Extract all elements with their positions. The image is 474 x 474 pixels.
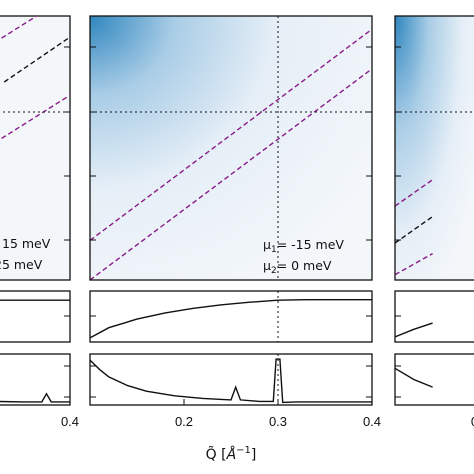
- left-panel-bottom: 0.4: [0, 353, 79, 429]
- left-xtick-label-0: 0.4: [61, 414, 79, 429]
- center-annotation-2: μ2= 0 meV: [263, 258, 332, 276]
- left-top-frame: [0, 15, 71, 281]
- x-axis-title: Q̃ [Å−1]: [206, 445, 257, 463]
- left-dispersion-line-2: [0, 94, 70, 141]
- center-panel-bottom: 0.2 0.3 0.4: [89, 353, 381, 429]
- left-bottom-curve: [0, 392, 70, 403]
- left-panel-middle: [0, 290, 71, 343]
- left-annotation-1: 15 meV: [2, 236, 51, 251]
- center-bottom-curve: [89, 358, 372, 404]
- right-top-frame: [394, 15, 474, 281]
- center-xtick-label-0: 0.2: [175, 414, 193, 429]
- right-dispersion-line-2: [395, 252, 433, 276]
- center-top-heatmap: [90, 16, 372, 280]
- left-panel-top: 15 meV 25 meV: [0, 15, 71, 281]
- center-panel-top: μ1= -15 meV μ2= 0 meV: [89, 15, 373, 281]
- right-middle-curve: [394, 322, 433, 338]
- center-annotation-1: μ1= -15 meV: [263, 237, 344, 255]
- right-xtick-label-0: 0.2: [471, 414, 474, 429]
- right-panel-bottom: 0.2: [394, 353, 474, 429]
- left-dispersion-line-1: [3, 36, 70, 83]
- center-panel-middle: [89, 290, 373, 343]
- center-middle-curve: [89, 299, 372, 339]
- right-top-heatmap: [395, 16, 474, 280]
- center-top-frame: [89, 15, 373, 281]
- center-dispersion-line-1: [90, 68, 372, 280]
- right-bottom-curve: [394, 367, 433, 388]
- right-panel-middle: [394, 290, 474, 343]
- left-annotation-2: 25 meV: [0, 257, 43, 272]
- center-xtick-label-1: 0.3: [269, 414, 287, 429]
- left-dispersion-line-0: [0, 16, 38, 40]
- center-dispersion-line-0: [90, 28, 372, 241]
- center-xtick-label-2: 0.4: [363, 414, 381, 429]
- right-panel-top: [394, 15, 474, 281]
